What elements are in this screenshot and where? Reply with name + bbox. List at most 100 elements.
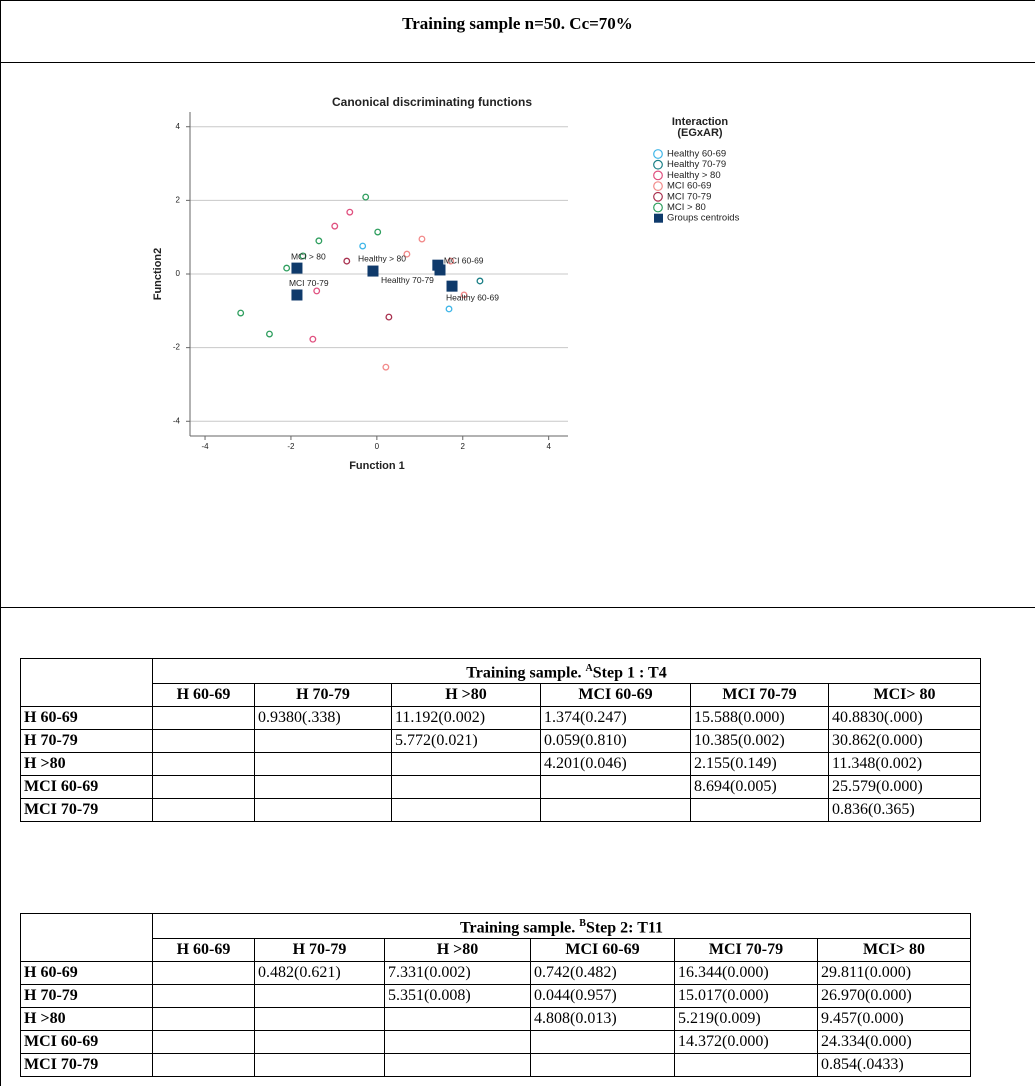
point <box>385 313 393 321</box>
table-title: Training sample. AStep 1 : T4 <box>152 657 981 685</box>
legend-swatch <box>653 181 663 192</box>
empty-cell <box>254 1053 385 1078</box>
value-cell: 24.334(0.000) <box>817 1030 971 1055</box>
point <box>460 291 468 299</box>
legend-label: MCI > 80 <box>667 202 706 213</box>
y-tick-label: 4 <box>176 122 181 131</box>
empty-cell <box>540 775 691 800</box>
empty-cell <box>152 961 255 986</box>
value-cell: 10.385(0.002) <box>690 729 829 754</box>
point <box>362 193 370 201</box>
legend-label: MCI 60-69 <box>667 181 711 192</box>
row-header: H 60-69 <box>20 706 153 731</box>
value-cell: 0.9380(.338) <box>254 706 392 731</box>
point <box>476 277 484 285</box>
column-header: MCI> 80 <box>817 938 971 963</box>
chart-title: Canonical discriminating functions <box>332 95 532 109</box>
x-tick-label: -4 <box>201 442 209 451</box>
column-header: MCI 60-69 <box>530 938 675 963</box>
title-sup: A <box>585 663 593 674</box>
empty-cell <box>254 798 392 823</box>
legend-swatch <box>654 213 663 223</box>
chart: Canonical discriminating functions -4 -2 0 2… <box>152 95 740 472</box>
stats-table: Training sample. AStep 1 : T4 H 60-69 H 70… <box>20 657 981 823</box>
value-cell: 0.059(0.810) <box>540 729 691 754</box>
empty-cell <box>152 1030 255 1055</box>
value-cell: 8.694(0.005) <box>690 775 829 800</box>
value-cell: 7.331(0.002) <box>384 961 531 986</box>
value-cell: 29.811(0.000) <box>817 961 971 986</box>
value-cell: 0.482(0.621) <box>254 961 385 986</box>
legend-swatch <box>653 149 663 159</box>
legend-title: (EGxAR) <box>677 127 723 139</box>
centroid-label: Healthy 70-79 <box>381 275 434 285</box>
y-tick-label: -4 <box>173 416 181 425</box>
empty-cell <box>674 1053 818 1078</box>
value-cell: 11.192(0.002) <box>391 706 541 731</box>
column-header: MCI 70-79 <box>690 683 829 708</box>
empty-cell <box>254 729 392 754</box>
empty-cell <box>254 1030 385 1055</box>
column-header: H >80 <box>391 683 541 708</box>
column-header: MCI 60-69 <box>540 683 691 708</box>
empty-cell <box>384 1030 531 1055</box>
value-cell: 1.374(0.247) <box>540 706 691 731</box>
value-cell: 5.351(0.008) <box>384 984 531 1009</box>
corner-cell <box>20 912 153 963</box>
empty-cell <box>152 752 255 777</box>
centroid-label: MCI > 80 <box>291 251 326 261</box>
stats-table: Training sample. BStep 2: T11 H 60-69 H 70… <box>20 912 971 1078</box>
empty-cell <box>391 752 541 777</box>
centroid <box>367 265 379 277</box>
empty-cell <box>690 798 829 823</box>
title-text: Step 1 : T4 <box>592 664 667 682</box>
point <box>447 257 455 265</box>
value-cell: 15.017(0.000) <box>674 984 818 1009</box>
empty-cell <box>391 775 541 800</box>
legend-swatch <box>653 202 663 213</box>
row-header: H 70-79 <box>20 984 153 1009</box>
column-header: H 70-79 <box>254 683 392 708</box>
empty-cell <box>254 775 392 800</box>
value-cell: 40.8830(.000) <box>828 706 981 731</box>
point <box>283 264 291 272</box>
centroid-label: MCI 60-69 <box>444 255 484 265</box>
empty-cell <box>384 1053 531 1078</box>
x-axis-label: Function 1 <box>349 460 405 472</box>
point <box>237 309 245 317</box>
point <box>374 228 382 236</box>
row-header: MCI 70-79 <box>20 798 153 823</box>
empty-cell <box>152 984 255 1009</box>
centroid <box>434 264 446 276</box>
title-text: Training sample. <box>459 919 580 937</box>
legend-swatch <box>653 191 663 202</box>
centroid <box>446 280 458 292</box>
value-cell: 0.836(0.365) <box>828 798 981 823</box>
point <box>418 235 426 243</box>
empty-cell <box>152 775 255 800</box>
value-cell: 0.854(.0433) <box>817 1053 971 1078</box>
page-title: Training sample n=50. Cc=70% <box>402 14 633 33</box>
column-header: H 70-79 <box>254 938 385 963</box>
row-header: H >80 <box>20 752 153 777</box>
x-tick-label: 0 <box>375 442 380 451</box>
tables-cell <box>0 607 1035 1086</box>
point <box>403 250 411 258</box>
centroid-label: Healthy 60-69 <box>446 292 499 302</box>
point <box>315 237 323 245</box>
value-cell: 30.862(0.000) <box>828 729 981 754</box>
empty-cell <box>540 798 691 823</box>
x-tick-label: 4 <box>546 442 551 451</box>
value-cell: 9.457(0.000) <box>817 1007 971 1032</box>
title-text: Step 2: T11 <box>585 919 663 937</box>
value-cell: 4.808(0.013) <box>530 1007 675 1032</box>
legend-swatch <box>653 170 663 181</box>
point <box>445 305 453 313</box>
row-header: MCI 70-79 <box>20 1053 153 1078</box>
point <box>343 257 351 265</box>
point <box>266 330 273 338</box>
x-tick-label: -2 <box>287 442 295 451</box>
point <box>299 252 307 260</box>
point <box>346 208 354 216</box>
legend-swatch <box>653 159 663 170</box>
